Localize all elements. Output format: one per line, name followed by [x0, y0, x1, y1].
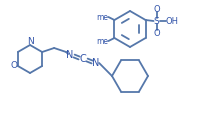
Text: S: S [154, 16, 160, 25]
Text: N: N [66, 50, 74, 60]
Text: C: C [80, 54, 87, 64]
Text: N: N [92, 58, 100, 68]
Text: O: O [153, 29, 160, 38]
Text: O: O [10, 62, 17, 70]
Text: O: O [153, 5, 160, 14]
Text: N: N [27, 36, 33, 46]
Text: me: me [97, 12, 108, 21]
Text: OH: OH [165, 16, 178, 25]
Text: me: me [97, 36, 108, 46]
